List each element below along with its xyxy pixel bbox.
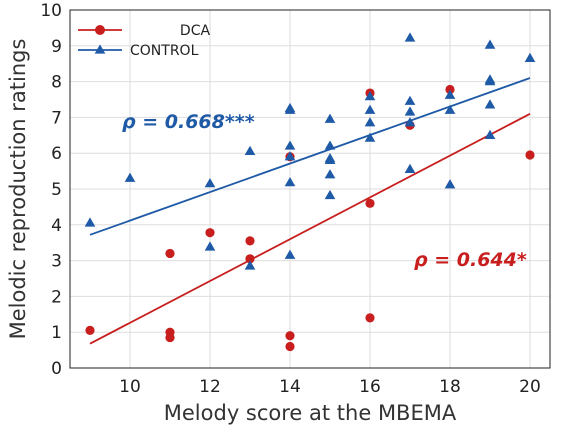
dca-data-point [165,332,175,343]
control-data-point [204,241,216,251]
y-tick-label: 3 [51,252,62,272]
dca-data-point [365,198,375,208]
legend: DCA CONTROL [78,23,210,59]
dca-data-point [245,254,255,264]
grid-lines [70,9,550,369]
dca-data-point [285,331,295,341]
control-data-point [364,104,376,114]
y-tick-labels: 0 1 2 3 4 5 6 7 8 9 10 [40,1,62,379]
y-tick-label: 1 [51,323,62,343]
control-data-point [84,217,96,227]
control-data-point [324,169,336,179]
control-data-point [204,178,216,188]
x-tick-label: 12 [199,377,221,397]
dca-data-point [85,325,95,336]
y-axis-label: Melodic reproduction ratings [6,39,30,340]
control-data-point [124,172,136,182]
y-tick-label: 6 [51,144,62,164]
x-tick-labels: 10 12 14 16 18 20 [119,377,541,397]
control-data-point [484,99,496,109]
x-tick-label: 20 [519,377,541,397]
control-data-point [404,117,416,127]
legend-label-dca: DCA [180,23,211,39]
trend-lines [89,77,531,345]
plot-area-frame [69,9,551,369]
control-trend-line [89,77,531,236]
control-data-point [284,104,296,114]
x-tick-label: 16 [359,377,381,397]
control-data-point [484,76,496,86]
control-data-point [284,140,296,150]
control-data-point [484,129,496,139]
y-tick-label: 5 [51,180,62,200]
correlation-annotations: ρ = 0.668*** ρ = 0.644* [122,111,527,271]
x-tick-label: 10 [119,377,141,397]
y-tick-label: 2 [51,287,62,307]
control-data-point [444,89,456,99]
control-data-point [324,189,336,200]
control-data-point [244,145,256,156]
control-data-point [364,132,376,142]
control-data-point [324,140,336,150]
control-data-point [324,113,336,123]
legend-marker-control [94,44,106,54]
control-data-point [444,179,456,189]
control-data-point [324,154,336,164]
y-tick-label: 7 [51,108,62,128]
control-data-point [364,91,376,101]
dca-data-point [245,236,255,246]
dca-data-point [205,228,215,238]
data-points [84,32,536,352]
control-data-point [524,52,536,62]
legend-marker-dca [95,25,105,35]
x-tick-label: 14 [279,377,301,397]
control-data-point [484,39,496,49]
control-data-point [444,104,456,114]
y-tick-label: 4 [51,216,62,236]
y-tick-label: 0 [51,359,62,379]
dca-data-point [365,313,375,323]
control-data-point [404,95,416,105]
dca-trend-line [89,113,531,345]
control-data-point [244,260,256,270]
control-data-point [404,106,416,116]
control-data-point [404,163,416,173]
control-data-point [284,176,296,187]
control-data-point [284,249,296,259]
dca-correlation-annotation: ρ = 0.644* [414,249,527,271]
control-data-point [404,32,416,42]
dca-data-point [445,84,455,95]
control-data-point [284,151,296,161]
dca-data-point [165,248,175,259]
dca-data-point [285,341,295,352]
y-tick-label: 8 [51,73,62,93]
control-data-point [364,117,376,127]
dca-data-point [525,150,535,160]
x-tick-label: 18 [439,377,461,397]
control-correlation-annotation: ρ = 0.668*** [122,111,255,133]
y-tick-label: 10 [40,1,62,21]
y-tick-label: 9 [51,37,62,57]
x-axis-label: Melody score at the MBEMA [164,401,457,425]
legend-label-control: CONTROL [130,43,199,59]
